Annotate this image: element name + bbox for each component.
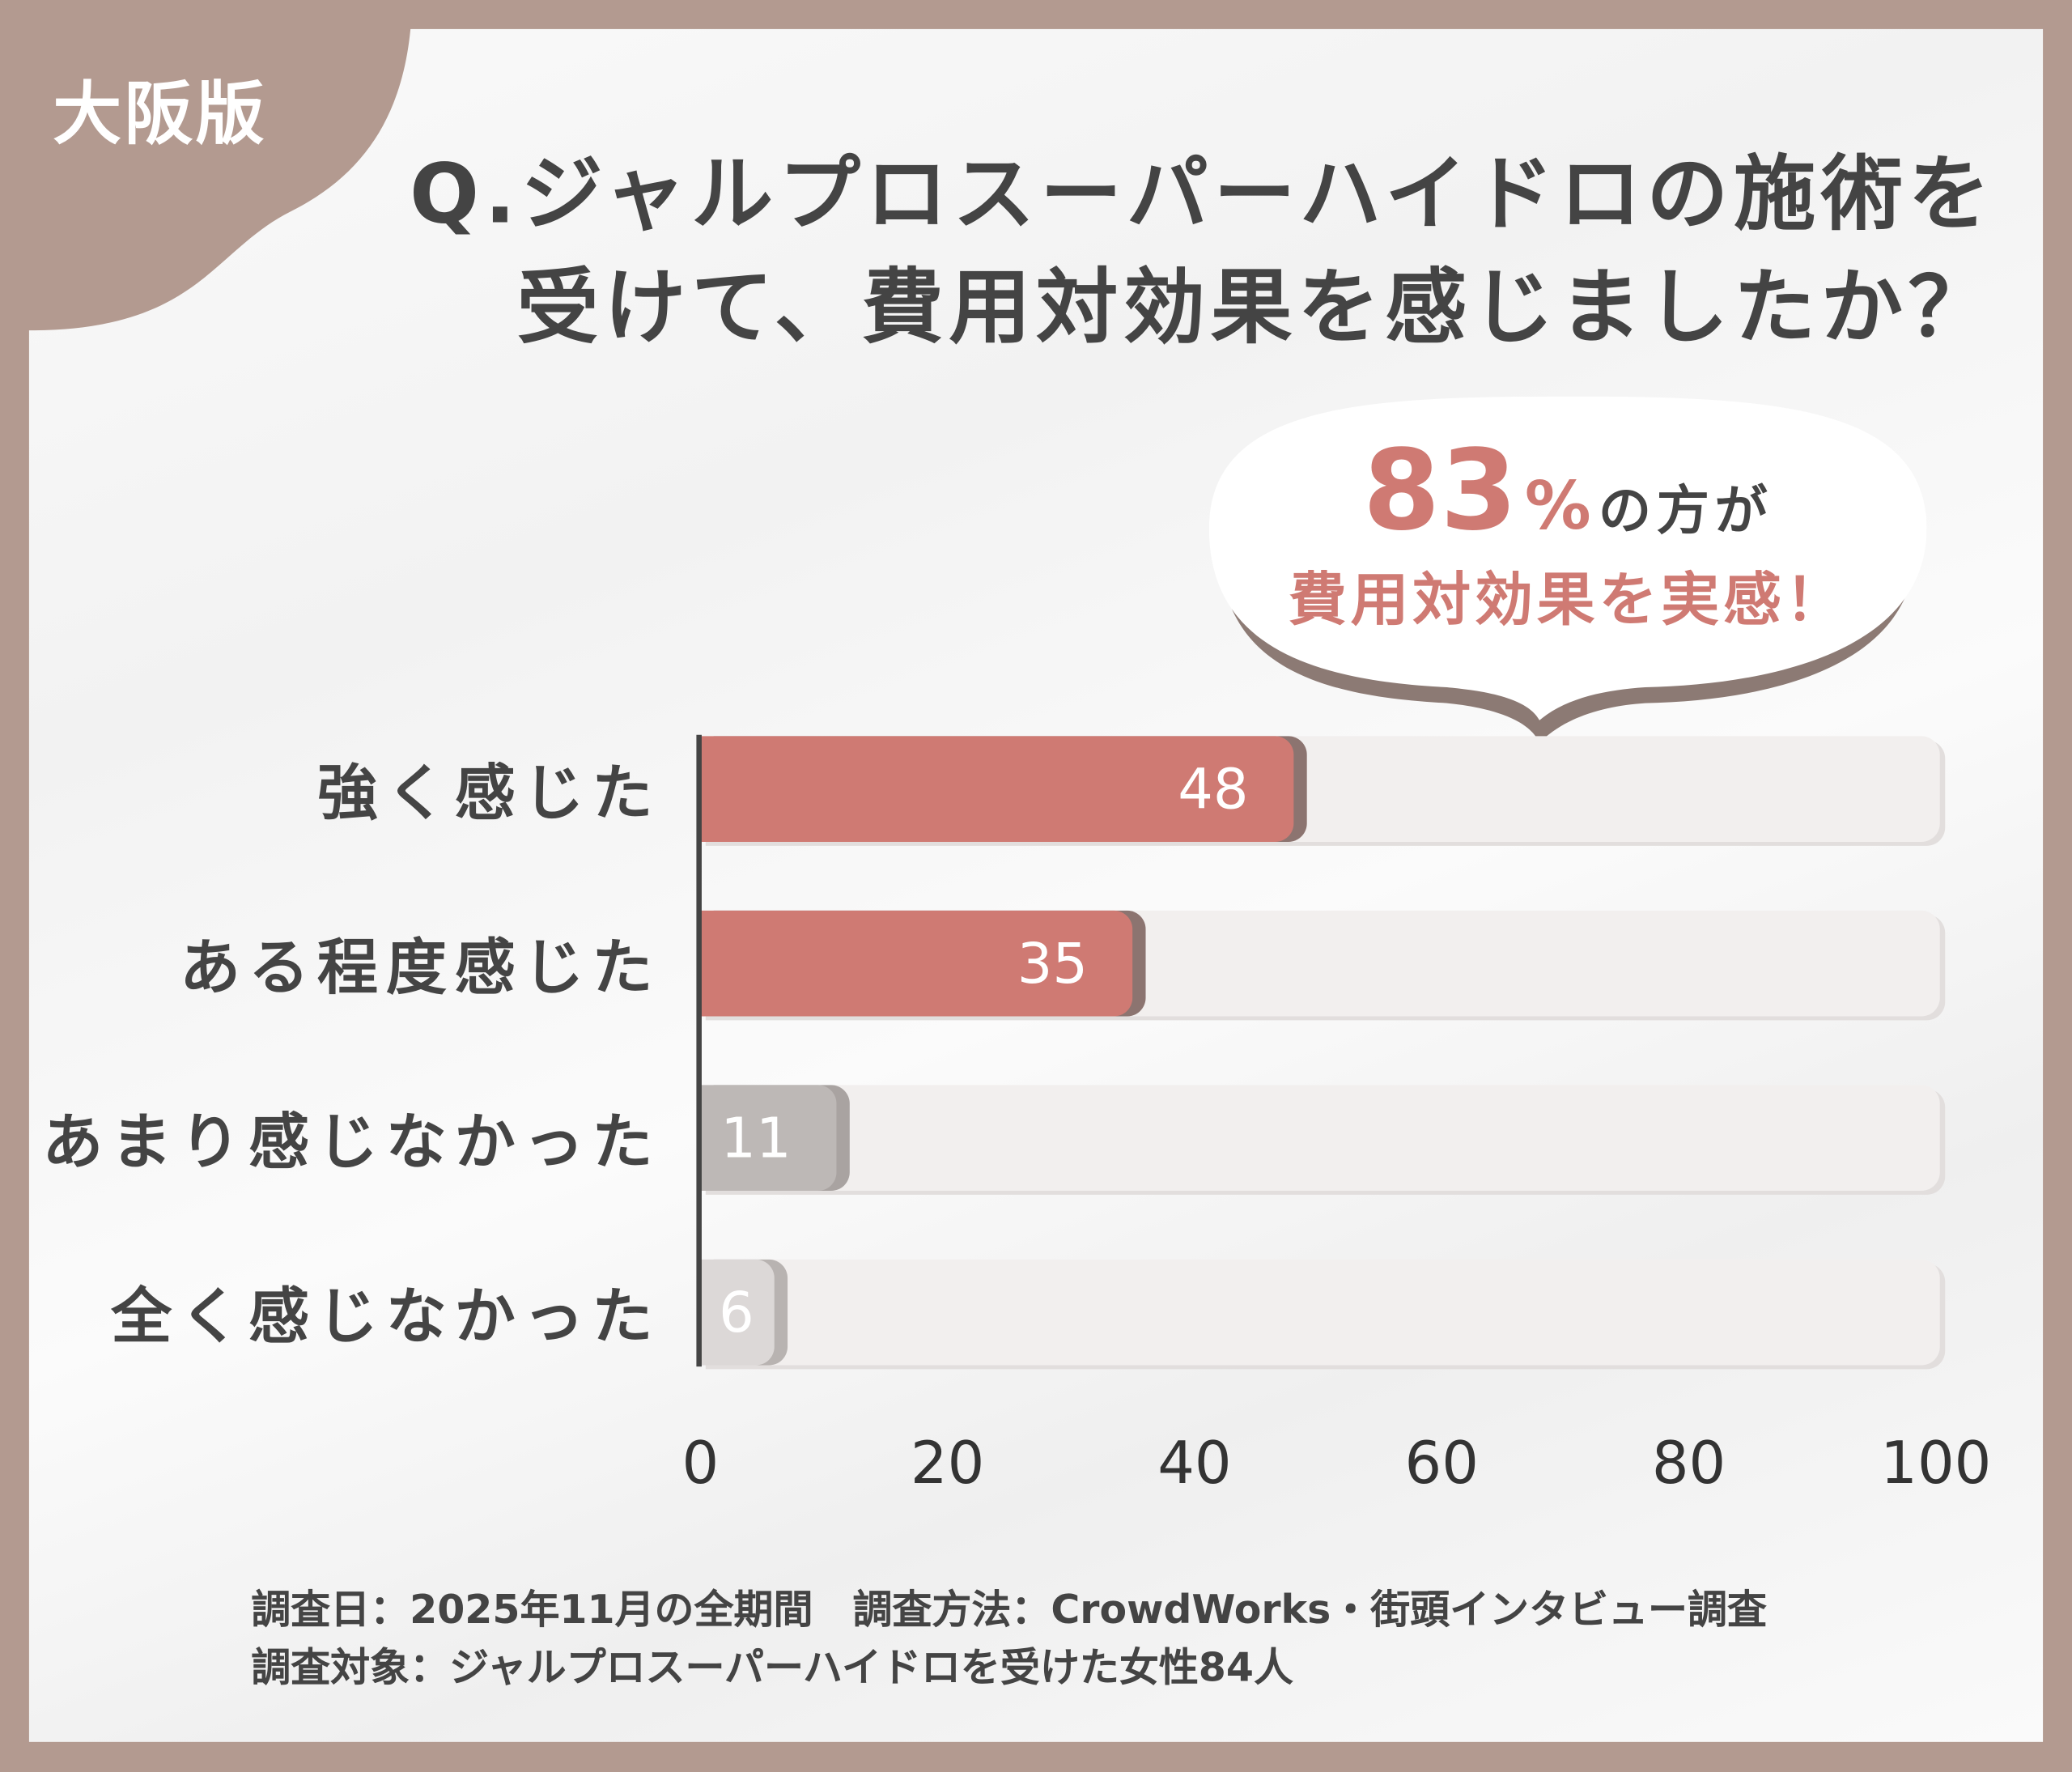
x-tick-label: 100	[1880, 1430, 1992, 1498]
footer-survey-target: 調査対象：ジャルプロスーパーハイドロを受けた女性84人	[251, 1645, 1293, 1692]
bar: 6	[700, 1259, 775, 1366]
x-tick-label: 20	[910, 1430, 985, 1498]
bar-value-label: 48	[1178, 756, 1249, 822]
callout-subline: 費用対効果を実感！	[1288, 567, 1848, 635]
callout-number: 83	[1362, 425, 1518, 555]
bar-value-label: 11	[720, 1105, 792, 1171]
question-title-line2: 受けて、費用対効果を感じましたか？	[516, 258, 1996, 356]
category-label: ある程度感じた	[180, 932, 661, 1004]
bar-value-label: 35	[1017, 931, 1089, 996]
x-tick-label: 0	[681, 1430, 720, 1498]
callout-headline: 83 % の方が	[1209, 426, 1927, 555]
bar: 35	[700, 910, 1133, 1017]
callout-unit: %	[1524, 467, 1591, 545]
category-label: 強く感じた	[316, 757, 661, 829]
category-label: 全く感じなかった	[111, 1281, 661, 1353]
region-badge: 大阪版	[53, 75, 267, 155]
footer-survey-info: 調査日：2025年11月の全期間 調査方法：CrowdWorks・街頭インタビュ…	[251, 1587, 1768, 1634]
bar: 11	[700, 1085, 837, 1192]
bar-track	[700, 1259, 1940, 1366]
category-label: あまり感じなかった	[42, 1106, 661, 1178]
speech-bubble	[1208, 396, 1927, 793]
y-axis-line	[696, 734, 702, 1367]
card-background	[28, 28, 2044, 1742]
bar-value-label: 6	[719, 1280, 754, 1345]
corner-blob	[0, 0, 413, 331]
question-title-line1: Q.ジャルプロスーパーハイドロの施術を	[410, 145, 1996, 242]
bar: 48	[700, 736, 1294, 842]
callout-suffix: の方が	[1598, 481, 1773, 542]
x-tick-label: 40	[1157, 1430, 1232, 1498]
x-tick-label: 60	[1404, 1430, 1479, 1498]
bar-track	[700, 1085, 1940, 1192]
x-tick-label: 80	[1651, 1430, 1726, 1498]
